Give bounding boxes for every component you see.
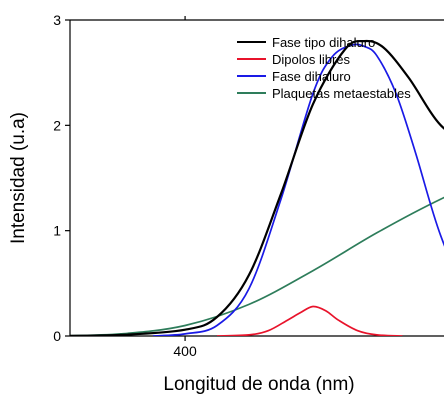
legend-label: Dipolos libres [272, 52, 351, 67]
series-line-fase-tipo-dihaluro [70, 39, 444, 336]
y-tick-label: 2 [53, 117, 61, 133]
legend: Fase tipo dihaluro Dipolos libres Fase dih… [237, 35, 411, 101]
y-tick-label: 3 [53, 12, 61, 28]
y-axis-title: Intensidad (u.a) [8, 112, 29, 244]
legend-label: Fase dihaluro [272, 69, 351, 84]
y-tick-label: 0 [53, 328, 61, 344]
legend-label: Fase tipo dihaluro [272, 35, 375, 50]
legend-label: Plaquetas metaestables [272, 86, 411, 101]
series-line-dipolos-libres [216, 305, 403, 336]
y-ticks: 0 1 2 3 [53, 12, 70, 344]
x-axis-title: Longitud de onda (nm) [163, 374, 354, 395]
series-line-plaquetas-metaestables [70, 196, 444, 336]
x-tick-label: 400 [173, 343, 197, 359]
series-group [70, 39, 444, 336]
x-ticks: 400450500 [173, 16, 197, 359]
series-line-fase-dihaluro [153, 43, 444, 336]
y-tick-label: 1 [53, 223, 61, 239]
